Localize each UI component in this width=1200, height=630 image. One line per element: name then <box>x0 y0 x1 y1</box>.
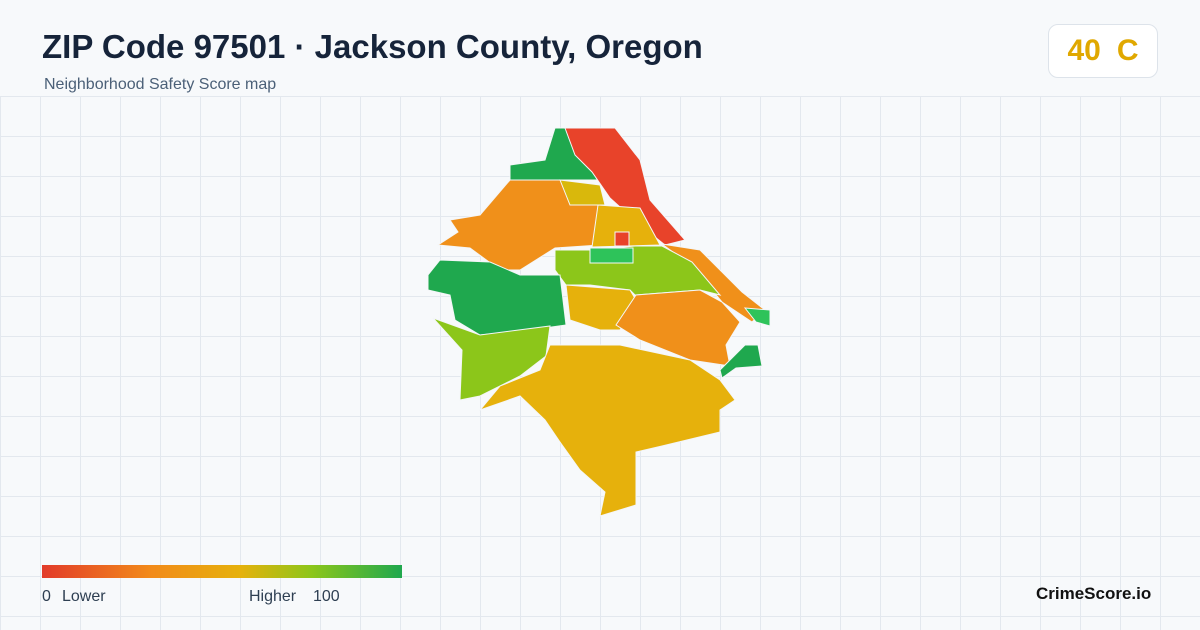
subtitle: Neighborhood Safety Score map <box>44 76 277 93</box>
title: ZIP Code 97501 · Jackson County, Oregon <box>42 28 703 65</box>
area <box>478 344 736 517</box>
area <box>589 247 634 264</box>
legend-gradient <box>42 565 402 578</box>
area <box>614 231 630 247</box>
area <box>743 307 771 327</box>
area <box>591 204 661 248</box>
area <box>615 289 741 367</box>
legend-max: 100 <box>313 588 340 605</box>
area <box>565 284 637 331</box>
header: ZIP Code 97501 · Jackson County, Oregon … <box>0 0 1200 97</box>
legend-min-label: Lower <box>62 588 106 605</box>
brand: CrimeScore.io <box>1036 584 1152 603</box>
score-value: 40 <box>1067 34 1101 67</box>
legend-max-label: Higher <box>249 588 297 605</box>
area <box>432 317 551 401</box>
score-grade: C <box>1116 34 1139 67</box>
score-badge: 40 C <box>1048 24 1158 78</box>
legend-min: 0 <box>42 588 51 605</box>
area <box>719 344 763 379</box>
